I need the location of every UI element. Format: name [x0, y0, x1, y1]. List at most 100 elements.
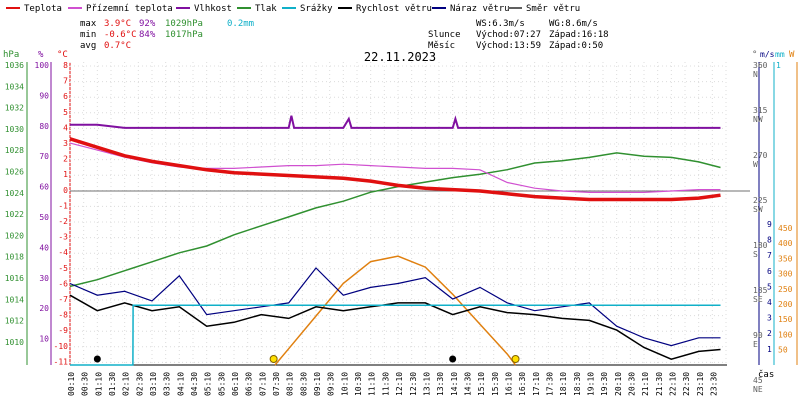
x-tick: 13:30 [436, 372, 445, 396]
temp-tick: 2 [63, 155, 68, 164]
chart-title: 22.11.2023 [364, 50, 436, 64]
temp-tick: -6 [58, 279, 68, 288]
axis-unit-deg: ° [752, 50, 757, 60]
moon-marker [93, 355, 101, 363]
axis-unit-ms: m/s [760, 50, 775, 59]
dir-tick-label: SW [753, 205, 763, 214]
x-tick: 09:10 [313, 372, 322, 396]
series-pressure [69, 152, 721, 288]
series-wind-speed [69, 294, 721, 360]
temp-tick: 4 [63, 123, 68, 132]
hpa-tick: 1014 [5, 295, 24, 304]
x-tick: 17:10 [532, 372, 541, 396]
dir-tick-label: N [753, 70, 758, 79]
dir-tick: 45 [753, 376, 763, 385]
hpa-tick: 1024 [5, 189, 24, 198]
temp-tick: 8 [63, 61, 68, 70]
x-tick: 08:10 [286, 372, 295, 396]
x-tick: 19:30 [600, 372, 609, 396]
stat-avg-label: avg [80, 41, 96, 51]
temp-tick: -3 [58, 233, 68, 242]
x-tick: 09:30 [327, 372, 336, 396]
x-tick: 05:30 [217, 372, 226, 396]
hpa-tick: 1032 [5, 104, 24, 113]
x-tick: 14:30 [463, 372, 472, 396]
legend-label: Srážky [300, 4, 333, 14]
dir-tick-label: E [753, 340, 758, 349]
w-tick: 100 [778, 330, 793, 339]
hpa-tick: 1028 [5, 146, 24, 155]
stat-ws: WS:6.3m/s [476, 19, 525, 29]
hpa-tick: 1012 [5, 317, 24, 326]
stats-block: max 3.9°C 92% 1029hPa 0.2mm min -0.6°C 8… [80, 19, 609, 51]
x-tick: 16:10 [504, 372, 513, 396]
ms-tick: 7 [767, 251, 772, 260]
pct-tick: 20 [39, 304, 49, 313]
legend-label: Směr větru [526, 4, 580, 14]
mm-tick: 1 [776, 61, 781, 70]
ms-tick: 5 [767, 282, 772, 291]
x-tick: 10:30 [354, 372, 363, 396]
ms-tick: 4 [767, 298, 772, 307]
hpa-tick: 1034 [5, 82, 24, 91]
pct-tick: 10 [39, 335, 49, 344]
stat-min-temp: -0.6°C [104, 30, 137, 40]
x-tick: 07:30 [272, 372, 281, 396]
stat-moon-label: Měsíc [428, 41, 455, 51]
ms-tick: 9 [767, 220, 772, 229]
x-tick: 01:10 [94, 372, 103, 396]
w-tick: 350 [778, 254, 793, 263]
stat-wg: WG:8.6m/s [549, 19, 598, 29]
axis-unit-time: čas [758, 369, 774, 380]
w-tick: 200 [778, 300, 793, 309]
x-tick: 02:30 [135, 372, 144, 396]
stat-min-label: min [80, 30, 96, 40]
axes: 1036103410321030102810261024102210201018… [5, 61, 798, 396]
dir-tick-label: W [753, 160, 758, 169]
x-tick: 22:10 [668, 372, 677, 396]
x-tick: 12:30 [409, 372, 418, 396]
pct-tick: 100 [35, 61, 50, 70]
dir-tick-label: S [753, 250, 758, 259]
x-tick: 06:10 [231, 372, 240, 396]
x-tick: 23:30 [709, 372, 718, 396]
dir-tick: 360 [753, 61, 768, 70]
x-tick: 14:10 [450, 372, 459, 396]
stat-max-temp: 3.9°C [104, 19, 131, 29]
temp-tick: 1 [63, 170, 68, 179]
temp-tick: -5 [58, 264, 68, 273]
w-tick: 300 [778, 270, 793, 279]
x-tick: 01:30 [108, 372, 117, 396]
x-tick: 07:10 [258, 372, 267, 396]
legend-label: Teplota [24, 4, 62, 14]
legend-label: Tlak [255, 4, 277, 14]
temp-tick: -10 [54, 342, 69, 351]
legend-label: Přízemní teplota [86, 4, 173, 14]
dir-tick-label: NE [753, 385, 763, 394]
pct-tick: 90 [39, 91, 49, 100]
temp-tick: 5 [63, 108, 68, 117]
stat-sunrise: Východ:07:27 [476, 30, 541, 40]
stat-moonset: Západ:0:50 [549, 41, 603, 51]
temp-tick: -2 [58, 217, 68, 226]
temp-tick: -8 [58, 311, 68, 320]
x-tick: 06:30 [245, 372, 254, 396]
temp-tick: 6 [63, 92, 68, 101]
x-tick: 11:30 [381, 372, 390, 396]
moon-marker [449, 355, 457, 363]
series-wind-gust [69, 267, 721, 347]
temp-tick: 3 [63, 139, 68, 148]
ms-tick: 6 [767, 267, 772, 276]
ms-tick: 1 [767, 345, 772, 354]
x-tick: 12:10 [395, 372, 404, 396]
hpa-tick: 1030 [5, 125, 24, 134]
dir-tick: 135 [753, 286, 768, 295]
temp-tick: -1 [58, 201, 68, 210]
hpa-tick: 1022 [5, 210, 24, 219]
ms-tick: 8 [767, 236, 772, 245]
w-tick: 400 [778, 239, 793, 248]
legend-label: Náraz větru [450, 4, 510, 14]
stat-min-press: 1017hPa [165, 30, 203, 40]
x-tick: 19:10 [586, 372, 595, 396]
hpa-tick: 1020 [5, 231, 24, 240]
